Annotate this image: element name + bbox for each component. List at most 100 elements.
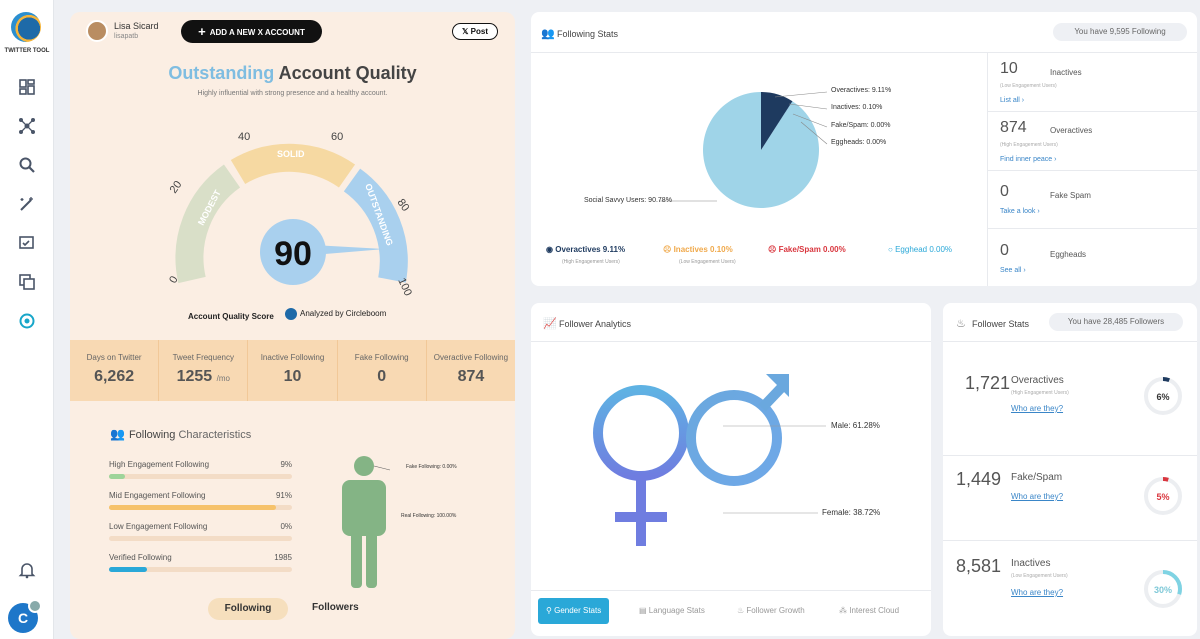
metric-value: 874	[427, 368, 515, 386]
stat-inactives-sub: (Low Engagement Users)	[1000, 83, 1057, 89]
ring-inactives-value: 30%	[1153, 585, 1172, 595]
stat-eggheads-num: 0	[1000, 242, 1009, 259]
fs-overactives-sub: (High Engagement Users)	[1011, 390, 1069, 396]
bar-fill	[109, 567, 148, 572]
pie-label-inactives: Inactives: 0.10%	[831, 104, 883, 111]
pie-label-overactives: Overactives: 9.11%	[831, 87, 892, 94]
gauge-zone-solid: SOLID	[277, 149, 305, 159]
ring-inactives	[1144, 570, 1182, 608]
metric-number: 6,262	[94, 368, 135, 385]
divider	[943, 455, 1197, 456]
who-are-they-link[interactable]: Who are they?	[1011, 588, 1064, 597]
dashboard-icon[interactable]	[17, 78, 37, 98]
quality-score: 90	[274, 235, 312, 273]
bar-value: 1985	[274, 553, 292, 562]
quality-subtitle: Highly influential with strong presence …	[197, 90, 388, 97]
bar-label: Low Engagement Following	[109, 522, 208, 531]
fs-inactives-sub: (Low Engagement Users)	[1011, 573, 1068, 579]
analytics-tabs: ⚲ Gender Stats ▤ Language Stats ♨ Follow…	[531, 590, 931, 630]
female-percent: Female: 38.72%	[822, 508, 881, 517]
toggle-followers[interactable]: Followers	[312, 602, 359, 613]
divider	[987, 111, 1197, 112]
tab-gender-stats[interactable]: ⚲ Gender Stats	[538, 598, 610, 624]
ring-overactives	[1144, 377, 1182, 415]
follower-stats-title: ♨ Follower Stats	[956, 317, 1029, 330]
metric-label: Fake Following	[354, 353, 409, 362]
search-icon[interactable]	[17, 156, 37, 176]
divider	[943, 341, 1197, 342]
pie-label-eggheads: Eggheads: 0.00%	[831, 139, 887, 146]
profile-name: Lisa Sicard	[114, 21, 159, 31]
metric-frequency: Tweet Frequency 1255 /mo	[159, 340, 249, 401]
stat-fake-num: 0	[1000, 183, 1009, 200]
list-all-link[interactable]: List all ›	[1000, 97, 1025, 104]
bar-fill	[109, 505, 276, 510]
who-are-they-link[interactable]: Who are they?	[1011, 492, 1064, 501]
find-inner-peace-link[interactable]: Find inner peace ›	[1000, 156, 1057, 163]
stat-inactives-name: Inactives	[1050, 68, 1082, 77]
follower-analytics-title-text: Follower Analytics	[559, 319, 632, 329]
x-logo-icon: 𝕏	[461, 27, 469, 36]
account-quality-card: Lisa Sicard lisapatb + ADD A NEW X ACCOUN…	[70, 12, 515, 639]
stat-fake-name: Fake Spam	[1050, 191, 1091, 200]
quality-gauge: MODEST SOLID OUTSTANDING 0 20 40 60 80 1…	[167, 131, 414, 298]
take-a-look-link[interactable]: Take a look ›	[1000, 208, 1040, 215]
fake-following-label: Fake Following: 0.00%	[406, 464, 457, 470]
angry-face-icon: ☹	[768, 245, 777, 254]
follower-stats-title-text: Follower Stats	[972, 319, 1030, 329]
bar-value: 0%	[280, 522, 292, 531]
bar-track	[109, 474, 292, 479]
metric-days: Days on Twitter 6,262	[70, 340, 160, 401]
gauge-needle	[313, 245, 385, 255]
metric-value: 0	[338, 368, 426, 386]
legend-egghead: ○ Egghead 0.00%	[888, 245, 952, 254]
bar-low-engagement: Low Engagement Following 0%	[109, 522, 292, 541]
bar-fill	[109, 474, 126, 479]
quality-title: Outstanding Account Quality	[70, 63, 515, 84]
legend-label: Overactives 9.11%	[555, 245, 626, 254]
account-mini-avatar	[28, 599, 42, 613]
fs-inactives-num: 8,581	[956, 556, 1002, 576]
bell-icon[interactable]	[17, 561, 37, 581]
copy-icon[interactable]	[17, 273, 37, 293]
legend-inactives: ☹ Inactives 0.10%	[663, 245, 733, 254]
fs-inactives-name: Inactives	[1011, 558, 1051, 569]
analyzed-by-label: Analyzed by Circleboom	[300, 309, 387, 319]
gauge-hub	[260, 219, 326, 285]
gauge-tick-60: 60	[331, 131, 343, 143]
circleboom-logo[interactable]	[11, 12, 41, 42]
network-icon[interactable]	[17, 117, 37, 137]
pie-label-social: Social Savvy Users: 90.78%	[584, 197, 672, 204]
magic-icon[interactable]	[17, 195, 37, 215]
post-button[interactable]: 𝕏 Post	[452, 23, 498, 40]
follower-analytics-card: 📈 Follower Analytics Male: 61.28% Female:…	[531, 303, 931, 636]
profile-avatar[interactable]	[86, 20, 108, 42]
tab-label: Interest Cloud	[849, 606, 900, 615]
see-all-link[interactable]: See all ›	[1000, 267, 1026, 274]
toggle-following[interactable]: Following	[208, 598, 288, 620]
sync-icon[interactable]	[17, 312, 37, 332]
metric-number: 10	[283, 368, 302, 385]
metric-label: Days on Twitter	[86, 353, 142, 362]
add-account-button[interactable]: + ADD A NEW X ACCOUNT	[181, 20, 322, 43]
bar-track	[109, 536, 292, 541]
stat-eggheads-name: Eggheads	[1050, 250, 1087, 259]
metric-number: 1255	[176, 368, 213, 385]
flame-icon: ♨	[956, 318, 966, 330]
quality-title-rest: Account Quality	[278, 63, 417, 83]
who-are-they-link[interactable]: Who are they?	[1011, 404, 1064, 413]
metric-overactive: Overactive Following 874	[427, 340, 515, 401]
followers-count-pill: You have 28,485 Followers	[1049, 313, 1183, 331]
tab-follower-growth[interactable]: ♨ Follower Growth	[737, 598, 805, 624]
tab-language-stats[interactable]: ▤ Language Stats	[639, 598, 705, 624]
divider	[943, 540, 1197, 541]
legend-label: Egghead 0.00%	[895, 245, 953, 254]
user-avatar[interactable]: C	[8, 599, 42, 633]
tab-interest-cloud[interactable]: ⁂ Interest Cloud	[839, 598, 899, 624]
schedule-icon[interactable]	[17, 234, 37, 254]
stat-overactives-num: 874	[1000, 119, 1027, 136]
following-stats-card: 👥 Following Stats You have 9,595 Followin…	[531, 12, 1197, 286]
bar-label: Mid Engagement Following	[109, 491, 206, 500]
metric-label: Overactive Following	[433, 353, 509, 362]
circleboom-icon	[285, 308, 297, 320]
